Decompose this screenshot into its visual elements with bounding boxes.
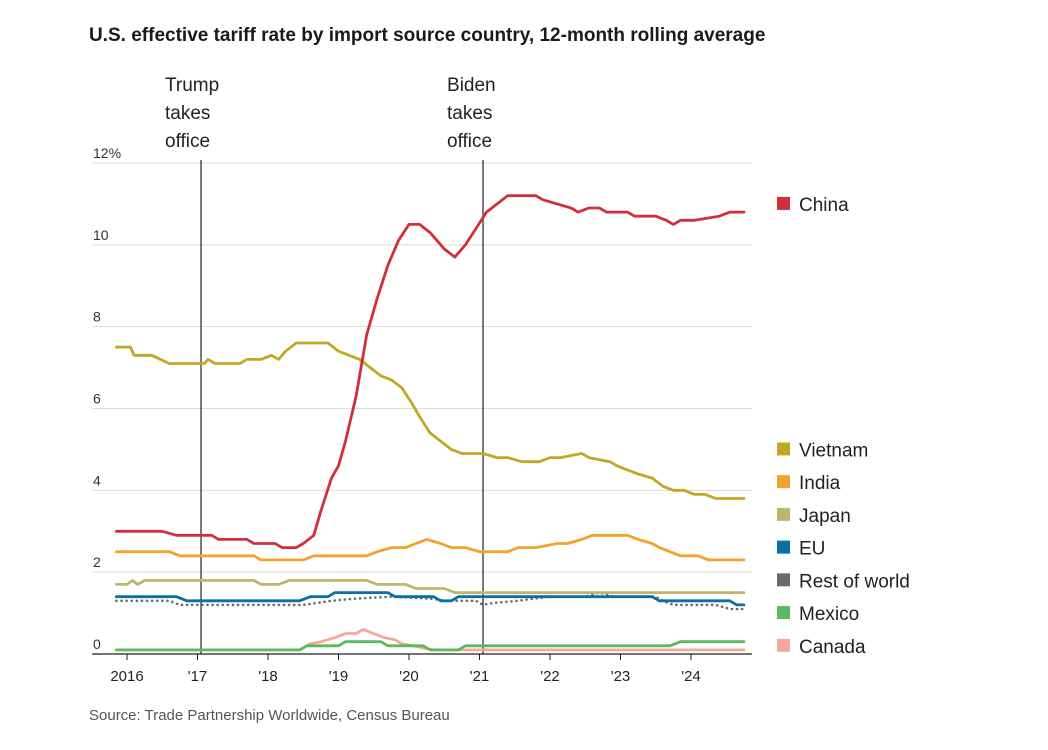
y-tick-label: 12% <box>93 145 121 161</box>
legend-swatch-rest-of-world <box>777 573 790 587</box>
legend-swatch-japan <box>777 507 790 521</box>
x-tick-label: '24 <box>681 668 701 685</box>
legend-swatch-india <box>777 475 790 489</box>
series-line-eu <box>115 591 746 607</box>
y-tick-label: 6 <box>93 391 101 407</box>
x-tick-label: '21 <box>470 668 490 685</box>
chart-title: U.S. effective tariff rate by import sou… <box>89 25 766 46</box>
annotation-text: takes <box>165 103 210 124</box>
x-tick-label: '23 <box>611 668 631 685</box>
legend-label: Vietnam <box>799 440 868 461</box>
x-tick-label: 2016 <box>110 668 143 685</box>
gridlines <box>92 162 752 655</box>
annotation-text: office <box>165 131 210 152</box>
legend-swatch-mexico <box>777 606 790 620</box>
legend-swatch-eu <box>777 540 790 554</box>
legend-label: Mexico <box>799 604 859 625</box>
annotations: Trump takes office Biden takes office <box>165 75 496 654</box>
series-lines <box>115 194 746 652</box>
legend: China Vietnam India Japan EU Rest of world Mex… <box>777 195 910 658</box>
y-tick-label: 10 <box>93 227 109 243</box>
legend-label: China <box>799 195 849 216</box>
y-tick-label: 8 <box>93 309 101 325</box>
annotation-text: Trump <box>165 75 219 96</box>
legend-swatch-china <box>777 196 790 210</box>
series-line-japan <box>115 579 746 594</box>
series-line-mexico <box>115 640 746 652</box>
x-tick-label: '17 <box>188 668 208 685</box>
legend-label: Rest of world <box>799 571 910 592</box>
legend-label: India <box>799 473 841 494</box>
source-note: Source: Trade Partnership Worldwide, Cen… <box>89 707 450 724</box>
y-tick-label: 2 <box>93 554 101 570</box>
y-tick-label: 0 <box>93 636 101 652</box>
annotation-text: office <box>447 131 492 152</box>
legend-label: EU <box>799 539 825 560</box>
series-line-india <box>115 533 746 562</box>
legend-swatch-vietnam <box>777 442 790 456</box>
x-tick-label: '22 <box>540 668 560 685</box>
series-line-vietnam <box>115 341 746 500</box>
series-line-china <box>115 194 746 549</box>
legend-label: Japan <box>799 506 851 527</box>
y-axis-ticks: 0 2 4 6 8 10 12% <box>93 145 121 652</box>
annotation-text: takes <box>447 103 492 124</box>
legend-label: Canada <box>799 637 866 658</box>
y-tick-label: 4 <box>93 472 101 488</box>
x-tick-label: '19 <box>329 668 349 685</box>
x-tick-label: '18 <box>258 668 278 685</box>
annotation-text: Biden <box>447 75 496 96</box>
legend-swatch-canada <box>777 638 790 652</box>
x-axis-ticks: 2016 '17 '18 '19 '20 '21 '22 '23 '24 <box>110 654 701 685</box>
x-tick-label: '20 <box>399 668 419 685</box>
